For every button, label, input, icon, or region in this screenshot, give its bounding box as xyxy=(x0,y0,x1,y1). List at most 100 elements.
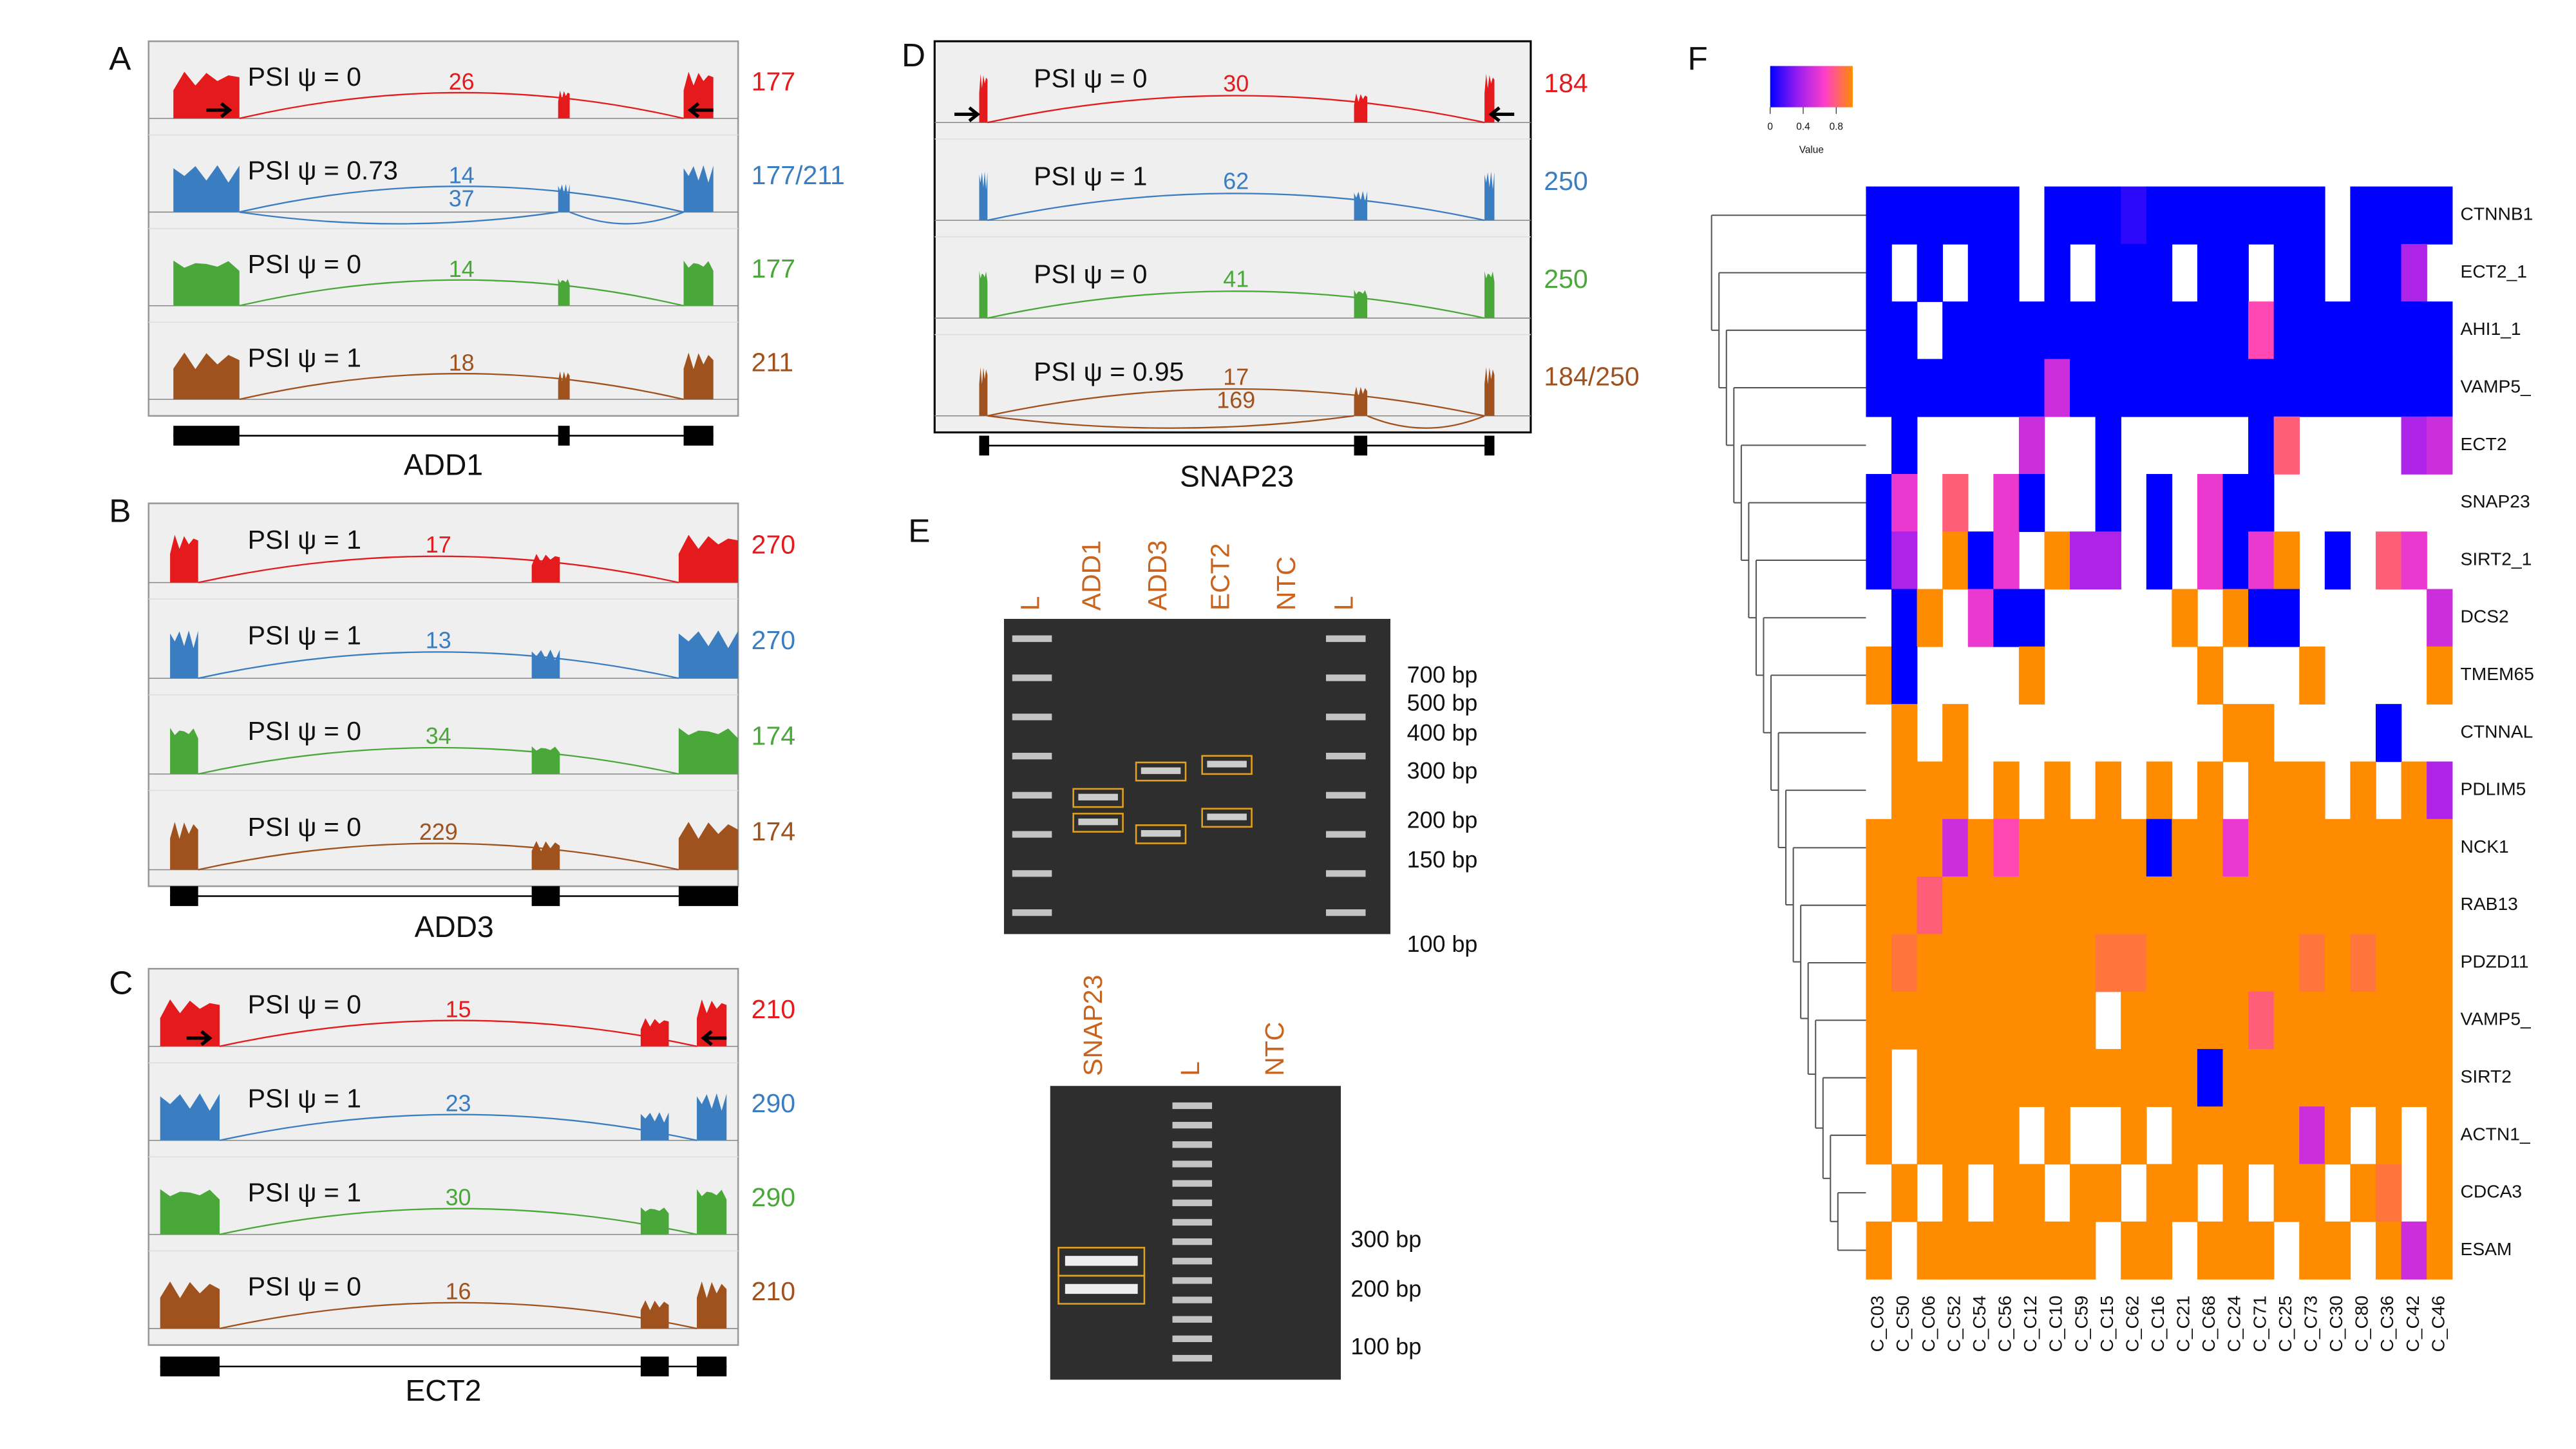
heatmap-cell xyxy=(2222,1164,2249,1222)
heatmap-cell xyxy=(1993,243,2020,302)
coverage xyxy=(170,630,198,679)
ladder-band xyxy=(1325,870,1366,877)
heatmap-cell xyxy=(2324,1048,2351,1107)
heatmap-cell xyxy=(2375,876,2402,935)
heatmap-cell xyxy=(2248,474,2275,533)
heatmap-cell xyxy=(1993,1164,2020,1222)
exon xyxy=(683,426,714,446)
heatmap-cell xyxy=(2427,359,2453,417)
heatmap-cell xyxy=(2018,1048,2045,1107)
heatmap-cell xyxy=(2324,1221,2351,1280)
heatmap-cell xyxy=(2146,876,2173,935)
label: SIRT2 xyxy=(2461,1066,2512,1086)
heatmap-cell xyxy=(1891,876,1918,935)
band-box xyxy=(1072,813,1124,833)
label: 250 xyxy=(1544,166,1587,196)
label: PSI ψ = 1 xyxy=(248,343,361,372)
heatmap-cell xyxy=(2070,359,2096,417)
heatmap-cell xyxy=(2172,934,2198,992)
coverage xyxy=(683,71,714,118)
heatmap-cell xyxy=(2044,819,2070,877)
junction-arc xyxy=(239,211,558,225)
heatmap-cell xyxy=(1993,531,2020,590)
heatmap-cell xyxy=(1917,1106,1943,1165)
heatmap-cell xyxy=(2070,531,2096,590)
label: F xyxy=(1688,40,1708,77)
label: C_C10 xyxy=(2045,1296,2066,1352)
label: PSI ψ = 0.95 xyxy=(1034,357,1184,386)
label: VAMP5_ xyxy=(2461,376,2531,397)
label: ECT2_1 xyxy=(2461,261,2527,281)
heatmap-cell xyxy=(1993,934,2020,992)
heatmap-cell xyxy=(1917,186,1943,245)
heatmap-cell xyxy=(2248,531,2275,590)
heatmap-cell xyxy=(1891,646,1918,705)
ladder-band xyxy=(1172,1277,1213,1284)
heatmap-cell xyxy=(2222,186,2249,245)
label: PSI ψ = 0 xyxy=(248,716,361,746)
heatmap-cell xyxy=(2248,186,2275,245)
label: L xyxy=(1015,596,1045,611)
heatmap-cell xyxy=(1942,359,1969,417)
heatmap-cell xyxy=(1866,934,1892,992)
ladder-band xyxy=(1012,909,1052,916)
heatmap-cell xyxy=(2324,531,2351,590)
heatmap-cell xyxy=(1942,819,1969,877)
band-box xyxy=(1201,808,1253,828)
coverage xyxy=(678,728,739,774)
heatmap-cell xyxy=(1891,589,1918,647)
heatmap-cell xyxy=(2070,301,2096,360)
heatmap-cell xyxy=(2350,243,2376,302)
heatmap-cell xyxy=(2427,934,2453,992)
ladder-band xyxy=(1012,831,1052,838)
heatmap-cell xyxy=(2018,646,2045,705)
heatmap-cell xyxy=(2273,589,2300,647)
heatmap-cell xyxy=(2222,243,2249,302)
heatmap-cell xyxy=(2401,934,2427,992)
label: 37 xyxy=(449,185,475,211)
junction-arc xyxy=(239,91,684,119)
heatmap-cell xyxy=(2375,1221,2402,1280)
heatmap-cell xyxy=(2350,1048,2376,1107)
coverage xyxy=(640,1207,669,1235)
heatmap-cell xyxy=(2197,646,2224,705)
heatmap-cell xyxy=(2299,186,2325,245)
heatmap-cell xyxy=(2044,531,2070,590)
heatmap-cell xyxy=(2299,1164,2325,1222)
heatmap-cell xyxy=(2401,876,2427,935)
heatmap-cell xyxy=(2095,359,2121,417)
label: 0 xyxy=(1767,121,1773,132)
label: DCS2 xyxy=(2461,606,2509,627)
heatmap-cell xyxy=(2146,1221,2173,1280)
ladder-band xyxy=(1172,1141,1213,1148)
heatmap-cell xyxy=(2172,1164,2198,1222)
heatmap-cell xyxy=(2299,1048,2325,1107)
heatmap-cell xyxy=(1967,876,1994,935)
heatmap-cell xyxy=(2222,819,2249,877)
heatmap-cell xyxy=(2146,1048,2173,1107)
heatmap-cell xyxy=(2197,186,2224,245)
label: C_C06 xyxy=(1918,1296,1938,1352)
heatmap-cell xyxy=(2018,819,2045,877)
heatmap-cell xyxy=(2044,876,2070,935)
heatmap-cell xyxy=(1891,186,1918,245)
heatmap-cell xyxy=(2401,1221,2427,1280)
heatmap-cell xyxy=(2273,416,2300,475)
heatmap-cell xyxy=(2121,934,2147,992)
heatmap-cell xyxy=(1967,359,1994,417)
heatmap-cell xyxy=(2070,934,2096,992)
heatmap-cell xyxy=(2375,819,2402,877)
heatmap-cell xyxy=(2299,1106,2325,1165)
coverage xyxy=(170,728,198,774)
heatmap-cell xyxy=(1967,991,1994,1050)
label: C_C30 xyxy=(2325,1296,2346,1352)
band xyxy=(1078,793,1118,800)
heatmap-cell xyxy=(2248,819,2275,877)
heatmap-cell xyxy=(2324,876,2351,935)
heatmap-cell xyxy=(2146,1164,2173,1222)
label: 41 xyxy=(1223,267,1249,292)
label: 300 bp xyxy=(1407,758,1478,784)
heatmap-cell xyxy=(2427,416,2453,475)
heatmap-cell xyxy=(2401,243,2427,302)
label: PSI ψ = 0 xyxy=(248,1272,361,1302)
